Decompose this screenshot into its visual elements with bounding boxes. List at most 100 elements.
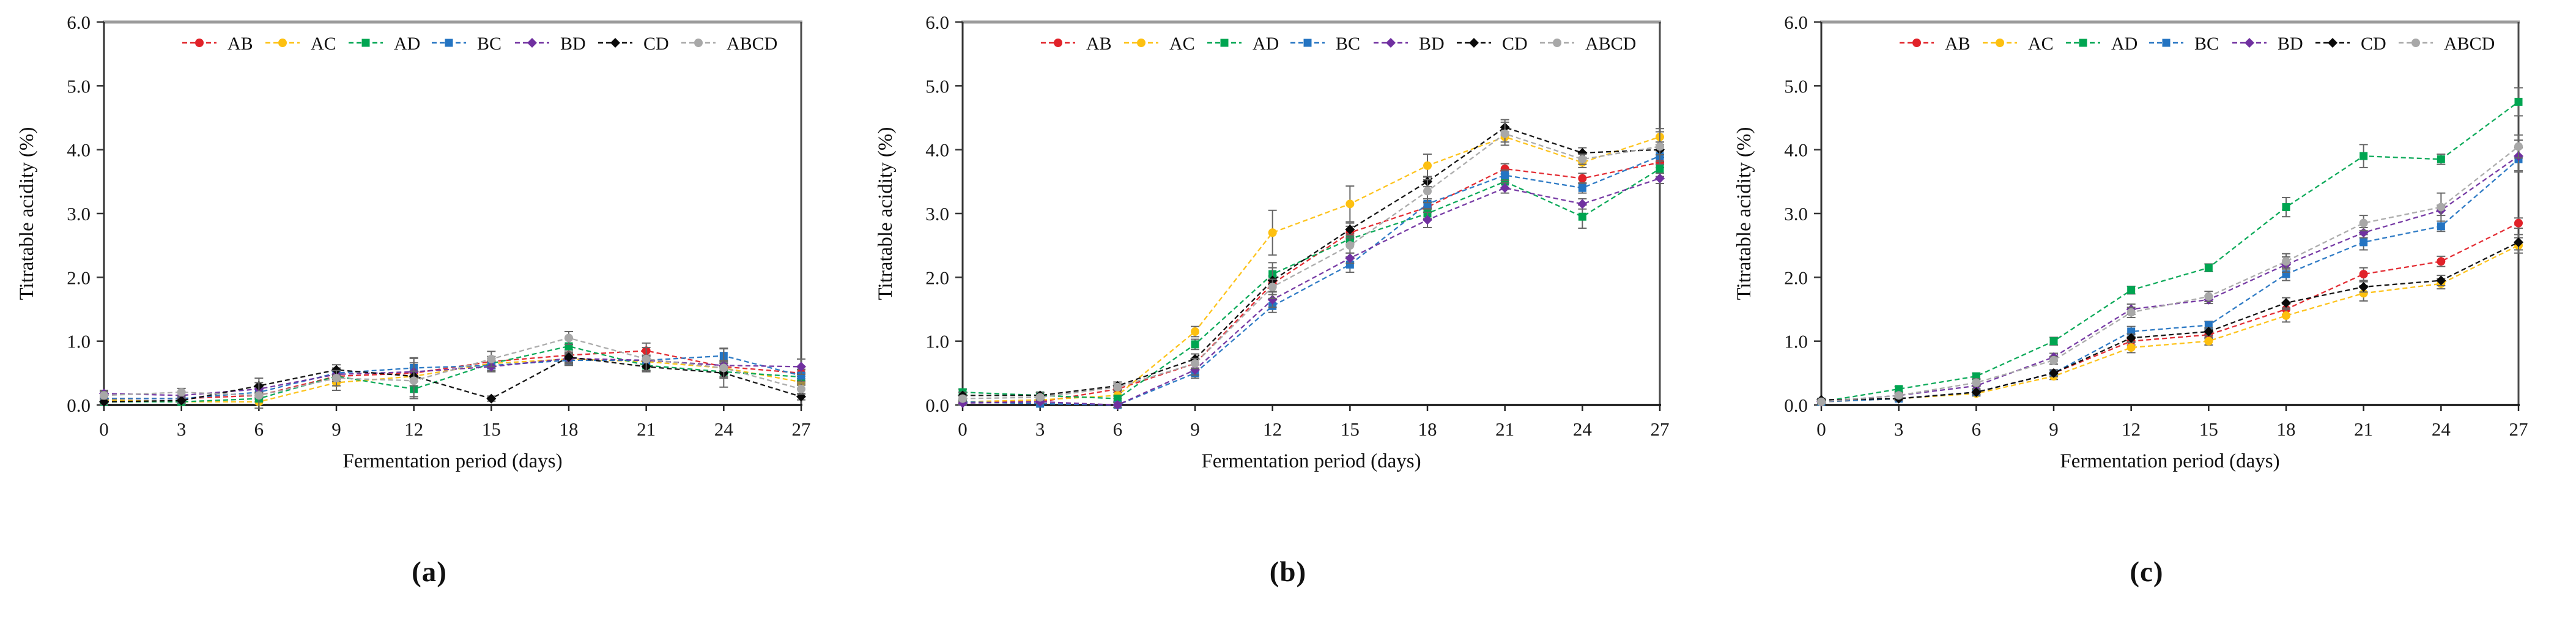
data-point-ABCD	[1113, 382, 1122, 392]
chart-a-caption: (a)	[412, 556, 447, 588]
y-tick-label: 3.0	[67, 203, 91, 225]
data-point-AC	[2204, 336, 2213, 346]
legend-item-ABCD: ABCD	[1540, 34, 1636, 54]
legend-label: AC	[311, 34, 336, 54]
chart-c-plot: 0.0 1.0 2.0 3.0 4.0 5.0 6.0 0 3 6 9 12 15 18 21 24 27 Fer…	[1733, 12, 2528, 472]
legend-item-CD: CD	[1457, 34, 1528, 54]
data-point-ABCD	[2514, 142, 2523, 151]
data-point-ABCD	[409, 376, 418, 385]
data-point-AB	[1500, 164, 1509, 173]
series-line-ABCD	[962, 133, 1660, 399]
data-point-AD	[2127, 286, 2136, 294]
legend: AB AC AD BC BD CD ABCD	[1041, 34, 1636, 54]
legend-marker-ABCD	[2411, 39, 2420, 47]
legend-item-AD: AD	[1207, 34, 1279, 54]
legend-label: AC	[2028, 34, 2054, 54]
y-tick-label: 4.0	[67, 139, 91, 161]
data-point-AC	[2359, 289, 2368, 298]
data-point-AC	[1423, 161, 1432, 170]
data-point-ABCD	[2359, 218, 2368, 228]
data-point-CD	[564, 352, 574, 362]
legend-marker-CD	[2328, 38, 2337, 48]
x-tick-label: 0	[1816, 418, 1826, 440]
legend-item-CD: CD	[2315, 34, 2386, 54]
series-line-BC	[962, 155, 1660, 406]
x-tick-label: 27	[1651, 418, 1670, 440]
y-tick-label: 3.0	[1784, 203, 1808, 225]
data-point-AD	[2359, 152, 2368, 160]
series-line-AB	[104, 350, 802, 399]
legend-item-BD: BD	[2232, 34, 2303, 54]
series-CD	[1816, 234, 2523, 405]
data-point-AD	[1895, 385, 1903, 393]
data-point-ABCD	[1500, 129, 1509, 138]
legend-item-AB: AB	[182, 34, 253, 54]
data-point-AD	[2437, 155, 2445, 163]
chart-b-caption: (b)	[1269, 556, 1307, 588]
legend-marker-AB	[1054, 39, 1062, 47]
y-axis-title: Titratable acidity (%)	[1733, 127, 1755, 300]
x-tick-label: 15	[482, 418, 501, 440]
legend-label: AB	[228, 34, 253, 54]
series-line-BD	[962, 177, 1660, 406]
data-point-ABCD	[642, 354, 651, 363]
series-BD	[958, 173, 1665, 410]
legend-label: BD	[560, 34, 586, 54]
data-point-BD	[1190, 365, 1200, 375]
data-point-CD	[2281, 298, 2291, 308]
legend-marker-BC	[2162, 39, 2171, 47]
x-tick-label: 15	[1341, 418, 1360, 440]
data-point-AB	[2437, 257, 2446, 266]
data-point-ABCD	[487, 354, 496, 363]
x-tick-label: 24	[2432, 418, 2451, 440]
x-axis: 0 3 6 9 12 15 18 21 24 27	[1816, 405, 2528, 440]
series-line-BC	[104, 355, 802, 399]
series-line-CD	[103, 356, 802, 403]
legend-label: ABCD	[2444, 34, 2495, 54]
legend: AB AC AD BC BD CD ABCD	[182, 34, 777, 54]
series-ABCD	[958, 121, 1664, 403]
series-AC	[1817, 237, 2523, 406]
data-point-CD	[2358, 281, 2369, 292]
data-point-CD	[2204, 327, 2214, 337]
legend-marker-CD	[610, 38, 620, 48]
legend-label: ABCD	[1585, 34, 1636, 54]
y-tick-label: 5.0	[1784, 75, 1808, 97]
data-point-BC	[2359, 238, 2368, 247]
data-point-AD	[1191, 340, 1199, 349]
x-axis-title: Fermentation period (days)	[2060, 450, 2279, 472]
data-point-BC	[797, 371, 805, 380]
data-point-AD	[1113, 395, 1122, 403]
series-BC	[1817, 147, 2523, 406]
series-BC	[958, 150, 1664, 409]
series-ABCD	[1817, 134, 2523, 406]
data-point-CD	[331, 365, 341, 375]
x-tick-label: 27	[792, 418, 811, 440]
legend-label: CD	[2361, 34, 2386, 54]
data-point-CD	[1345, 225, 1355, 235]
data-point-AB	[1578, 174, 1587, 183]
chart-a-plot: 0.0 1.0 2.0 3.0 4.0 5.0 6.0 0 3 6 9 12 15 18 21 24 27 Fer…	[16, 12, 811, 472]
data-point-CD	[2514, 237, 2523, 247]
data-point-ABCD	[719, 363, 728, 373]
series-BD	[99, 352, 806, 401]
data-point-AB	[2514, 218, 2523, 228]
data-point-BD	[1577, 199, 1588, 209]
data-point-CD	[2436, 275, 2446, 286]
y-tick-label: 6.0	[925, 12, 949, 33]
series-AB	[958, 157, 1664, 406]
x-tick-label: 6	[1972, 418, 1982, 440]
x-tick-label: 18	[560, 418, 579, 440]
series-BC	[100, 347, 805, 403]
data-point-BD	[1500, 183, 1510, 193]
x-tick-label: 6	[254, 418, 264, 440]
data-point-BD	[1112, 400, 1123, 410]
x-tick-label: 12	[2122, 418, 2141, 440]
data-point-BD	[1655, 173, 1665, 184]
data-point-AD	[1501, 177, 1509, 186]
x-tick-label: 24	[1573, 418, 1593, 440]
data-point-ABCD	[1268, 282, 1277, 291]
legend-item-AC: AC	[265, 34, 336, 54]
y-tick-label: 1.0	[67, 331, 91, 352]
data-point-AD	[2514, 97, 2523, 106]
